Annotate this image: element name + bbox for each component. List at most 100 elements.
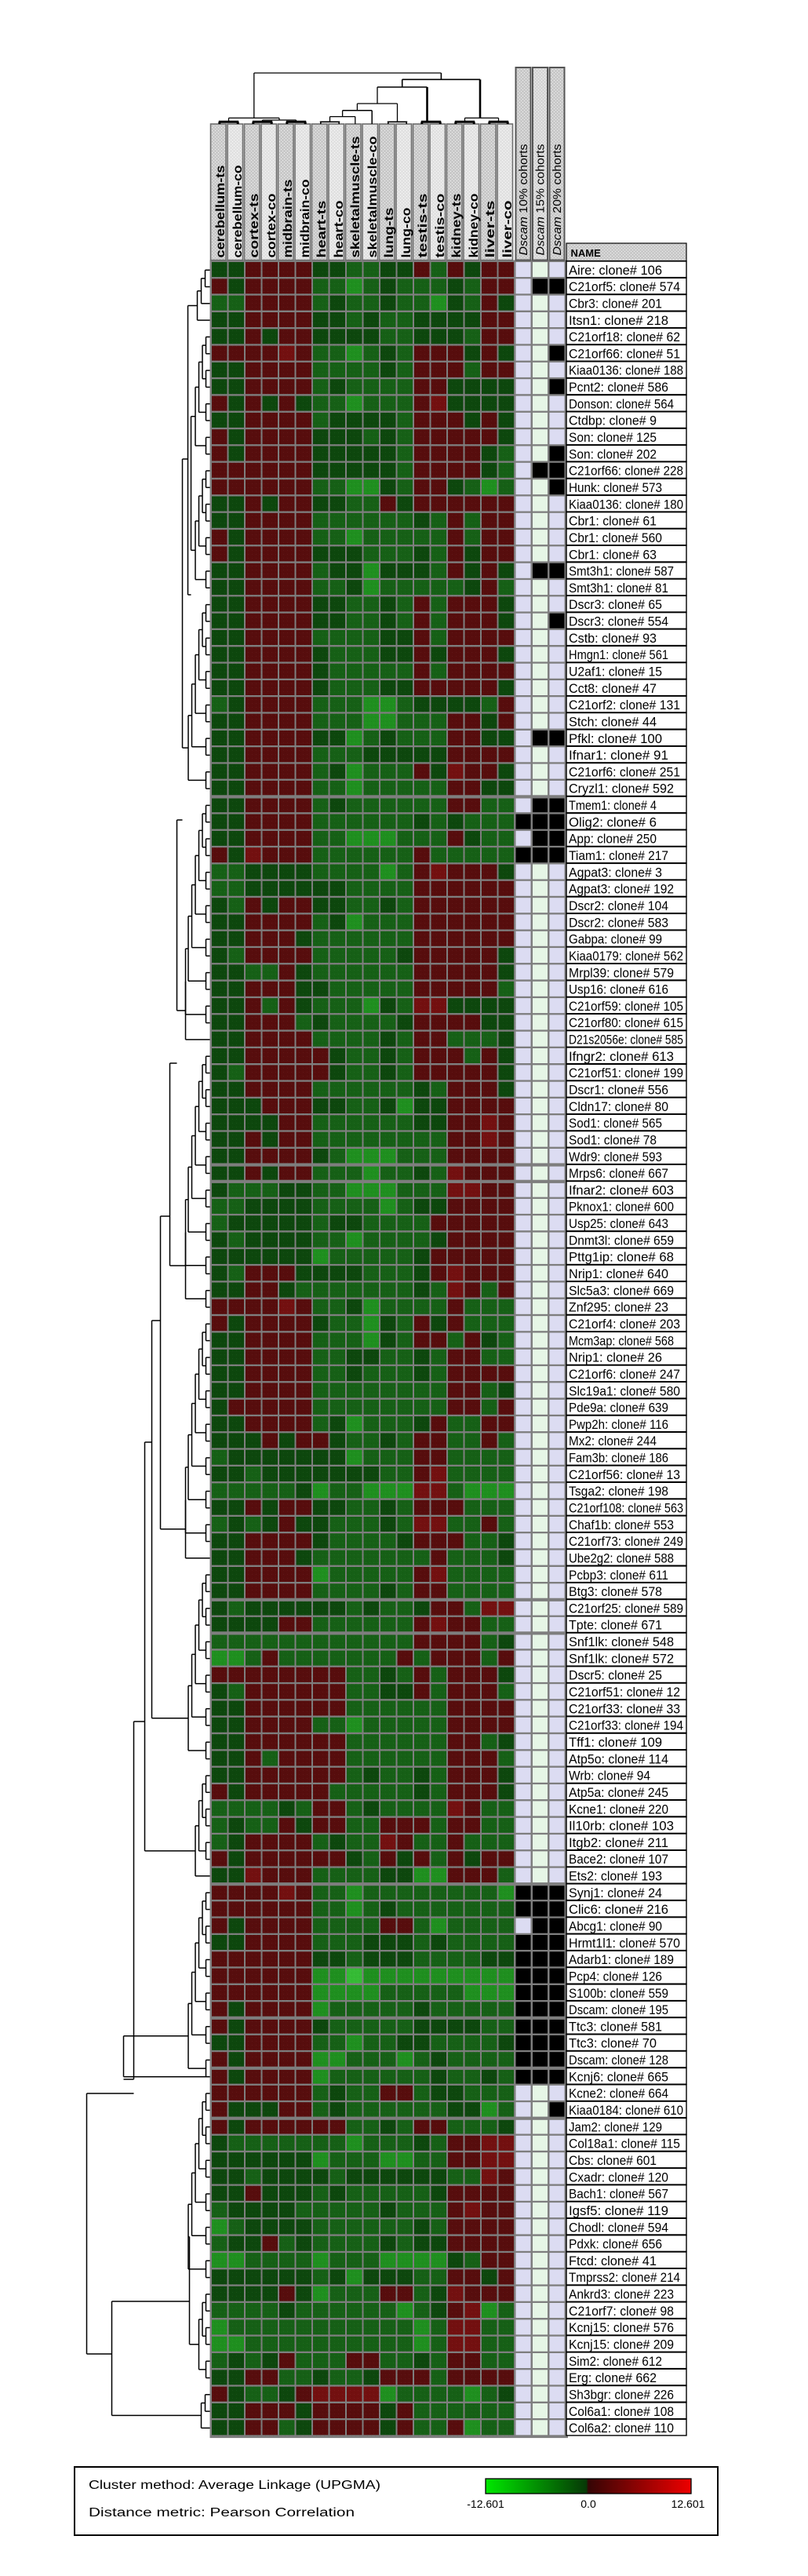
svg-text:C21orf108: clone# 563: C21orf108: clone# 563 (569, 1502, 683, 1516)
svg-text:Stch: clone# 44: Stch: clone# 44 (569, 716, 657, 730)
svg-text:Erg: clone# 662: Erg: clone# 662 (569, 2371, 657, 2385)
svg-text:Synj1: clone# 24: Synj1: clone# 24 (569, 1886, 662, 1900)
svg-text:lung-co: lung-co (400, 208, 413, 258)
svg-text:Donson: clone# 564: Donson: clone# 564 (569, 397, 674, 411)
svg-text:C21orf33: clone# 33: C21orf33: clone# 33 (569, 1702, 680, 1716)
svg-text:Cstb: clone# 93: Cstb: clone# 93 (569, 632, 657, 646)
svg-text:Cxadr: clone# 120: Cxadr: clone# 120 (569, 2170, 668, 2184)
svg-text:Son: clone# 202: Son: clone# 202 (569, 447, 657, 461)
svg-text:Gabpa: clone# 99: Gabpa: clone# 99 (569, 933, 662, 947)
svg-text:Slc19a1: clone# 580: Slc19a1: clone# 580 (569, 1384, 680, 1398)
svg-text:Hunk: clone# 573: Hunk: clone# 573 (569, 481, 662, 495)
svg-text:12.601: 12.601 (672, 2498, 705, 2510)
svg-text:Agpat3: clone# 192: Agpat3: clone# 192 (569, 883, 674, 897)
svg-text:Pdxk: clone# 656: Pdxk: clone# 656 (569, 2238, 662, 2252)
svg-text:Dscr3: clone# 554: Dscr3: clone# 554 (569, 615, 668, 629)
svg-text:Kiaa0179: clone# 562: Kiaa0179: clone# 562 (569, 949, 683, 964)
svg-text:Snf1lk: clone# 548: Snf1lk: clone# 548 (569, 1635, 674, 1649)
svg-text:Nrip1: clone# 640: Nrip1: clone# 640 (569, 1267, 668, 1281)
svg-text:skeletalmuscle-ts: skeletalmuscle-ts (349, 137, 362, 258)
svg-text:liver-co: liver-co (501, 201, 515, 258)
svg-text:C21orf66: clone# 228: C21orf66: clone# 228 (569, 465, 683, 479)
svg-text:Cldn17: clone# 80: Cldn17: clone# 80 (569, 1100, 668, 1114)
svg-text:Dscam: clone# 128: Dscam: clone# 128 (569, 2053, 668, 2068)
svg-text:C21orf2: clone# 131: C21orf2: clone# 131 (569, 698, 680, 712)
svg-text:Ube2g2: clone# 588: Ube2g2: clone# 588 (569, 1552, 674, 1566)
svg-text:Sim2: clone# 612: Sim2: clone# 612 (569, 2355, 662, 2369)
svg-text:cerebellum-co: cerebellum-co (231, 166, 245, 258)
svg-text:Itgb2: clone# 211: Itgb2: clone# 211 (569, 1836, 668, 1850)
svg-text:Kcne2: clone# 664: Kcne2: clone# 664 (569, 2087, 668, 2101)
svg-text:C21orf4: clone# 203: C21orf4: clone# 203 (569, 1317, 680, 1332)
svg-text:Pwp2h: clone# 116: Pwp2h: clone# 116 (569, 1418, 668, 1432)
svg-text:cerebellum-ts: cerebellum-ts (214, 166, 227, 258)
svg-text:NAME: NAME (571, 247, 602, 259)
svg-text:C21orf6: clone# 251: C21orf6: clone# 251 (569, 765, 680, 779)
svg-text:U2af1: clone# 15: U2af1: clone# 15 (569, 665, 662, 680)
svg-text:Ifnar2: clone# 603: Ifnar2: clone# 603 (569, 1183, 674, 1197)
svg-text:Ttc3: clone# 581: Ttc3: clone# 581 (569, 2020, 662, 2034)
svg-text:Dscam 15% cohorts: Dscam 15% cohorts (535, 144, 548, 256)
svg-text:Pcbp3: clone# 611: Pcbp3: clone# 611 (569, 1569, 668, 1583)
svg-text:Kiaa0184: clone# 610: Kiaa0184: clone# 610 (569, 2104, 683, 2118)
svg-text:midbrain-ts: midbrain-ts (282, 180, 295, 258)
svg-text:0.0: 0.0 (581, 2498, 596, 2510)
svg-text:Mrps6: clone# 667: Mrps6: clone# 667 (569, 1167, 668, 1181)
svg-text:Dscr1: clone# 556: Dscr1: clone# 556 (569, 1084, 668, 1098)
svg-text:Jam2: clone# 129: Jam2: clone# 129 (569, 2120, 662, 2134)
svg-text:Usp25: clone# 643: Usp25: clone# 643 (569, 1217, 668, 1231)
svg-text:Tpte: clone# 671: Tpte: clone# 671 (569, 1619, 662, 1633)
svg-text:S100b: clone# 559: S100b: clone# 559 (569, 1987, 668, 2001)
svg-text:Kcne1: clone# 220: Kcne1: clone# 220 (569, 1802, 668, 1816)
svg-text:D21s2056e: clone# 585: D21s2056e: clone# 585 (569, 1033, 683, 1048)
svg-text:Igsf5: clone# 119: Igsf5: clone# 119 (569, 2204, 668, 2218)
svg-text:Kcnj15: clone# 209: Kcnj15: clone# 209 (569, 2338, 674, 2352)
svg-text:C21orf66: clone# 51: C21orf66: clone# 51 (569, 347, 680, 361)
svg-text:Itsn1: clone# 218: Itsn1: clone# 218 (569, 314, 668, 328)
svg-text:Col6a2: clone# 110: Col6a2: clone# 110 (569, 2421, 674, 2436)
svg-text:Dscam 10% cohorts: Dscam 10% cohorts (518, 144, 530, 256)
svg-text:Cbr1: clone# 560: Cbr1: clone# 560 (569, 531, 662, 545)
svg-text:Col6a1: clone# 108: Col6a1: clone# 108 (569, 2405, 674, 2419)
svg-text:Smt3h1: clone# 81: Smt3h1: clone# 81 (569, 581, 668, 596)
svg-text:Agpat3: clone# 3: Agpat3: clone# 3 (569, 865, 662, 880)
svg-text:midbrain-co: midbrain-co (299, 180, 312, 258)
svg-text:Dscam: clone# 195: Dscam: clone# 195 (569, 2003, 668, 2017)
svg-text:cortex-co: cortex-co (265, 194, 278, 258)
svg-text:C21orf5: clone# 574: C21orf5: clone# 574 (569, 280, 680, 294)
svg-text:Fam3b: clone# 186: Fam3b: clone# 186 (569, 1452, 668, 1466)
svg-text:Mrpl39: clone# 579: Mrpl39: clone# 579 (569, 966, 674, 980)
svg-text:Ttc3: clone# 70: Ttc3: clone# 70 (569, 2037, 657, 2051)
svg-text:Adarb1: clone# 189: Adarb1: clone# 189 (569, 1953, 674, 1967)
svg-text:kidney-ts: kidney-ts (450, 194, 464, 258)
svg-text:heart-ts: heart-ts (315, 201, 329, 258)
svg-text:skeletalmuscle-co: skeletalmuscle-co (366, 137, 380, 258)
svg-text:Sh3bgr: clone# 226: Sh3bgr: clone# 226 (569, 2388, 674, 2403)
svg-text:C21orf25: clone# 589: C21orf25: clone# 589 (569, 1601, 683, 1616)
svg-text:Cbr1: clone# 61: Cbr1: clone# 61 (569, 515, 657, 529)
svg-text:Btg3: clone# 578: Btg3: clone# 578 (569, 1585, 662, 1599)
svg-text:Chaf1b: clone# 553: Chaf1b: clone# 553 (569, 1518, 674, 1532)
svg-text:testis-ts: testis-ts (417, 194, 430, 258)
svg-text:Cbr3: clone# 201: Cbr3: clone# 201 (569, 297, 662, 312)
svg-text:Dnmt3l: clone# 659: Dnmt3l: clone# 659 (569, 1233, 674, 1248)
svg-text:Slc5a3: clone# 669: Slc5a3: clone# 669 (569, 1284, 674, 1298)
svg-text:Cbr1: clone# 63: Cbr1: clone# 63 (569, 548, 657, 562)
svg-text:Aire: clone# 106: Aire: clone# 106 (569, 264, 662, 278)
svg-text:Tsga2: clone# 198: Tsga2: clone# 198 (569, 1485, 668, 1499)
svg-text:Dscr2: clone# 583: Dscr2: clone# 583 (569, 916, 668, 930)
svg-text:App: clone# 250: App: clone# 250 (569, 833, 657, 847)
svg-text:Il10rb: clone# 103: Il10rb: clone# 103 (569, 1820, 674, 1834)
svg-text:C21orf51: clone# 199: C21orf51: clone# 199 (569, 1066, 683, 1080)
svg-text:Tmprss2: clone# 214: Tmprss2: clone# 214 (569, 2271, 680, 2285)
svg-text:Olig2: clone# 6: Olig2: clone# 6 (569, 815, 657, 829)
svg-text:Clic6: clone# 216: Clic6: clone# 216 (569, 1903, 668, 1917)
svg-text:Usp16: clone# 616: Usp16: clone# 616 (569, 983, 668, 997)
svg-text:Atp5o: clone# 114: Atp5o: clone# 114 (569, 1752, 668, 1766)
svg-text:C21orf59: clone# 105: C21orf59: clone# 105 (569, 1000, 683, 1014)
svg-text:C21orf80: clone# 615: C21orf80: clone# 615 (569, 1016, 683, 1030)
svg-text:Nrip1: clone# 26: Nrip1: clone# 26 (569, 1351, 662, 1365)
svg-text:-12.601: -12.601 (467, 2498, 504, 2510)
svg-text:Kiaa0136: clone# 188: Kiaa0136: clone# 188 (569, 364, 683, 378)
svg-text:Distance metric: Pearson Corre: Distance metric: Pearson Correlation (89, 2506, 355, 2520)
